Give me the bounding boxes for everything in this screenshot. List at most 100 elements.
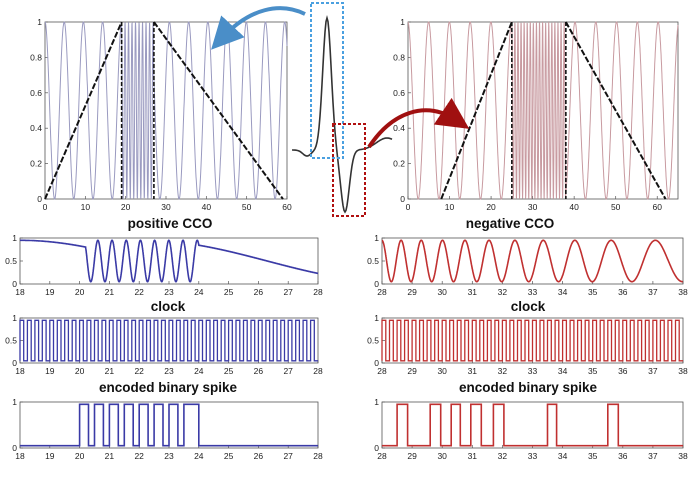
x-tick-label: 29: [407, 287, 417, 297]
x-tick-label: 36: [618, 366, 628, 376]
x-tick-label: 20: [121, 202, 131, 212]
x-tick-label: 31: [468, 366, 478, 376]
center-waveform-line: [292, 15, 393, 214]
clock-caption-left: clock: [151, 299, 186, 314]
y-tick-label: 1: [400, 17, 405, 27]
y-tick-label: 0.8: [393, 52, 405, 62]
x-tick-label: 20: [75, 366, 85, 376]
x-tick-label: 60: [282, 202, 292, 212]
red-arrow: [367, 97, 470, 149]
x-tick-label: 21: [105, 287, 115, 297]
x-tick-label: 28: [377, 451, 387, 461]
sine-carrier-line: [44, 21, 288, 200]
x-tick-label: 40: [569, 202, 579, 212]
x-tick-label: 27: [283, 451, 293, 461]
y-tick-label: 0.2: [393, 159, 405, 169]
y-tick-label: 0.4: [30, 123, 42, 133]
x-tick-label: 28: [313, 366, 323, 376]
x-tick-label: 18: [15, 366, 25, 376]
clock-line: [20, 239, 319, 283]
x-tick-label: 19: [45, 366, 55, 376]
x-tick-label: 22: [134, 287, 144, 297]
y-tick-label: 0.5: [5, 336, 17, 346]
x-tick-label: 27: [283, 366, 293, 376]
x-tick-label: 35: [588, 451, 598, 461]
spike-train-line: [20, 403, 318, 447]
x-tick-label: 50: [611, 202, 621, 212]
x-tick-label: 38: [678, 451, 688, 461]
clock-line: [381, 239, 683, 283]
y-tick-label: 1: [37, 17, 42, 27]
x-tick-label: 31: [468, 451, 478, 461]
plot-frame: [44, 21, 288, 200]
y-tick-label: 0.8: [30, 52, 42, 62]
negative-cco-plot: 0 10 20 30 40 50 60 0 0.2 0.4 0.6 0.8 1: [393, 17, 679, 212]
x-tick-label: 23: [164, 287, 174, 297]
x-tick-label: 23: [164, 366, 174, 376]
x-tick-label: 24: [194, 287, 204, 297]
y-tick-label: 1: [374, 397, 379, 407]
x-tick-label: 40: [202, 202, 212, 212]
x-tick-label: 25: [224, 287, 234, 297]
x-tick-label: 29: [407, 366, 417, 376]
x-tick-label: 33: [528, 366, 538, 376]
y-tick-label: 0: [374, 443, 379, 453]
x-tick-label: 36: [618, 287, 628, 297]
x-tick-label: 10: [445, 202, 455, 212]
x-tick-label: 23: [164, 451, 174, 461]
x-tick-label: 19: [45, 451, 55, 461]
y-tick-label: 0.5: [367, 336, 379, 346]
x-tick-label: 24: [194, 366, 204, 376]
square-clock-line: [381, 319, 683, 362]
x-tick-label: 37: [648, 366, 658, 376]
y-tick-label: 0.5: [367, 256, 379, 266]
x-tick-label: 18: [15, 287, 25, 297]
y-tick-label: 1: [12, 397, 17, 407]
x-tick-label: 35: [588, 287, 598, 297]
x-tick-label: 26: [254, 451, 264, 461]
x-tick-label: 26: [254, 366, 264, 376]
x-tick-label: 33: [528, 451, 538, 461]
x-tick-label: 30: [437, 287, 447, 297]
spike-train-line: [382, 403, 683, 447]
x-tick-label: 19: [45, 287, 55, 297]
blue-arrow: [211, 6, 306, 50]
y-tick-label: 0: [12, 358, 17, 368]
x-tick-label: 20: [75, 451, 85, 461]
x-tick-label: 34: [558, 366, 568, 376]
positive-clock-square-plot: 18 19 20 21 22 23 24 25 26 27 28 0 0.5 1: [5, 313, 323, 376]
y-tick-label: 0: [400, 194, 405, 204]
x-tick-label: 36: [618, 451, 628, 461]
x-tick-label: 35: [588, 366, 598, 376]
x-tick-label: 50: [242, 202, 252, 212]
x-tick-label: 24: [194, 451, 204, 461]
x-tick-label: 20: [75, 287, 85, 297]
x-tick-label: 34: [558, 451, 568, 461]
y-tick-label: 0.6: [393, 88, 405, 98]
x-tick-label: 28: [377, 287, 387, 297]
x-tick-label: 0: [43, 202, 48, 212]
x-tick-label: 25: [224, 451, 234, 461]
x-tick-label: 25: [224, 366, 234, 376]
y-tick-label: 1: [374, 313, 379, 323]
x-tick-label: 38: [678, 366, 688, 376]
x-tick-label: 31: [468, 287, 478, 297]
x-tick-label: 18: [15, 451, 25, 461]
x-tick-label: 60: [652, 202, 662, 212]
clock-caption-right: clock: [511, 299, 546, 314]
y-tick-label: 0.4: [393, 123, 405, 133]
x-tick-label: 29: [407, 451, 417, 461]
x-tick-label: 30: [437, 366, 447, 376]
x-tick-label: 28: [313, 287, 323, 297]
x-tick-label: 21: [105, 366, 115, 376]
y-tick-label: 0: [12, 443, 17, 453]
x-tick-label: 30: [161, 202, 171, 212]
ramp-line: [44, 21, 123, 200]
square-clock-line: [19, 319, 318, 362]
x-tick-label: 32: [498, 451, 508, 461]
positive-cco-caption: positive CCO: [128, 216, 213, 231]
x-tick-label: 38: [678, 287, 688, 297]
ramp-line: [564, 21, 667, 200]
negative-clock-square-plot: 28 29 30 31 32 33 34 35 36 37 38 0 0.5 1: [367, 313, 688, 376]
